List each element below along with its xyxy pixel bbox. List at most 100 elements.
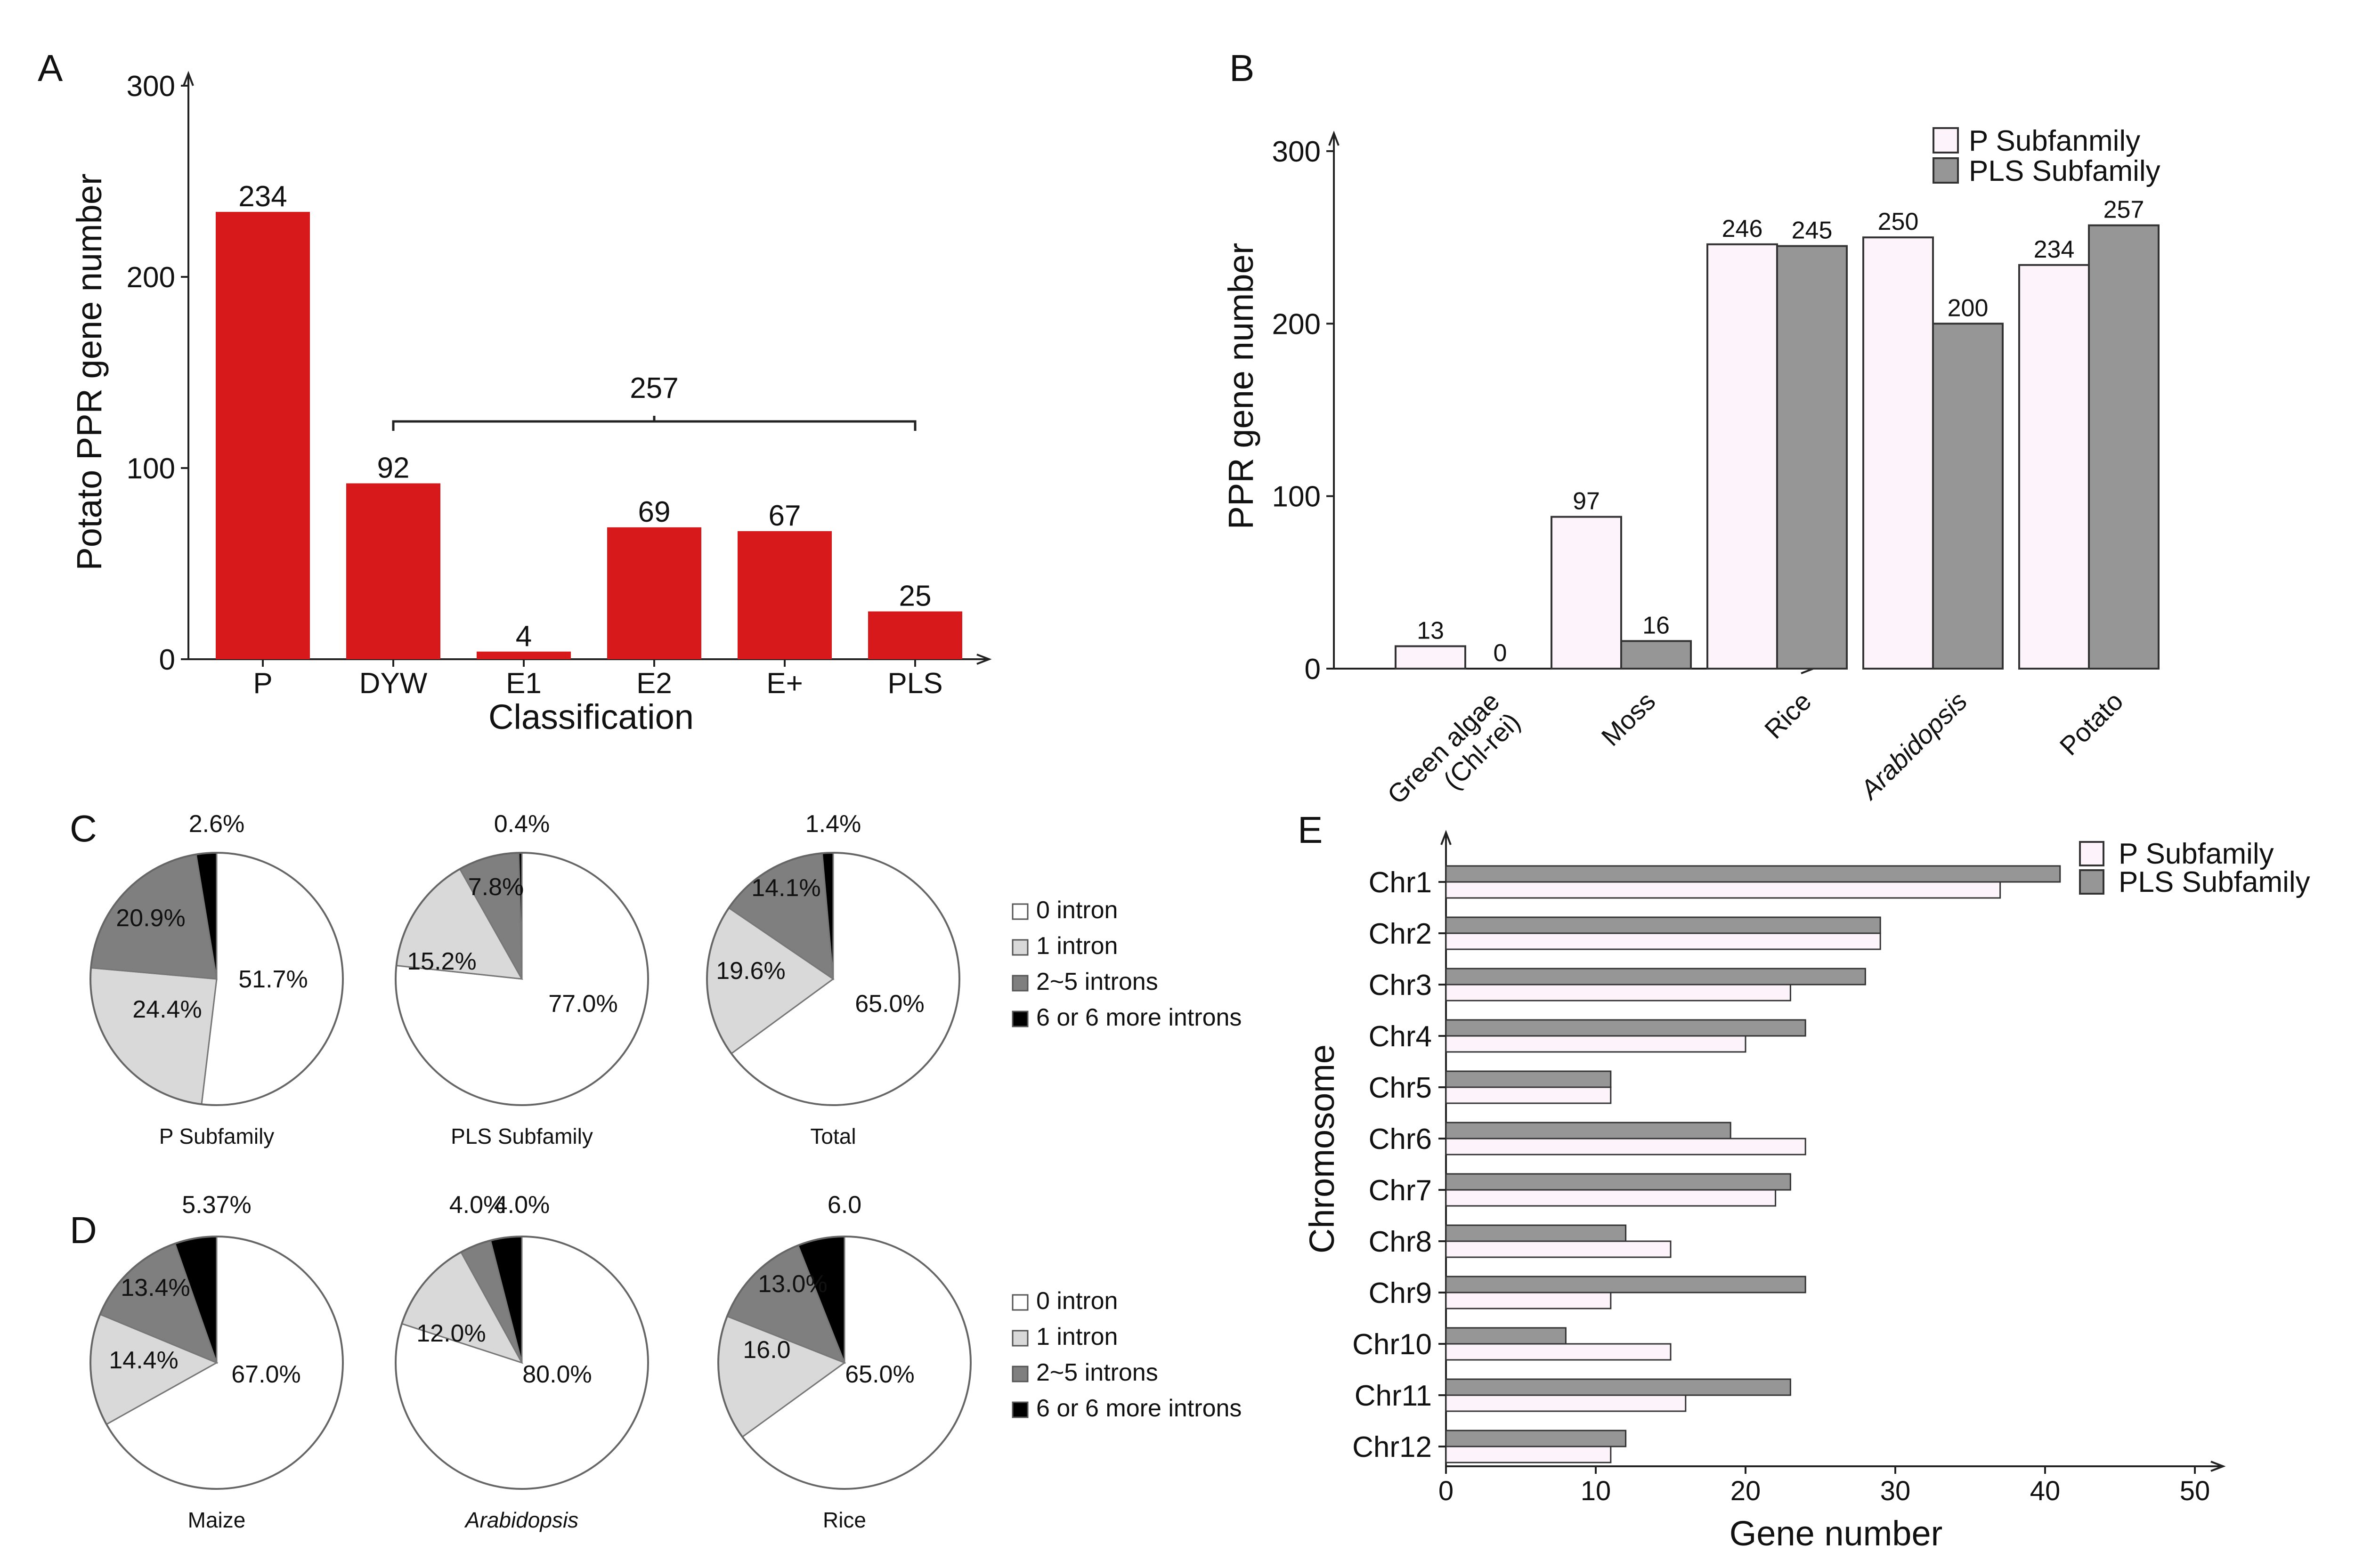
y-tick-label: 100 — [127, 453, 175, 485]
legend-label: 1 intron — [1036, 932, 1118, 960]
legend-label: P Subfanmily — [1969, 125, 2140, 157]
x-tick-label: 30 — [1880, 1476, 1911, 1506]
pie-slice-label: 14.1% — [751, 874, 820, 902]
bar — [216, 211, 310, 660]
panel-letter-a: A — [38, 47, 63, 89]
x-axis-title: Classification — [488, 697, 694, 736]
bar-p-subfamily — [1445, 984, 1791, 1002]
bar-p-subfamily — [1445, 1189, 1777, 1207]
panel-e-plot-area: 0 10 20 30 40 50 Chr1 Chr2 Chr3 Chr4 Chr5 Chr6 Chr7 C… — [1302, 830, 2310, 1553]
bar-pls-subfamily — [1932, 323, 2004, 670]
data-label: 246 — [1722, 215, 1763, 242]
bar-pls-subfamily — [1445, 968, 1866, 986]
y-tick-label: Chr12 — [1352, 1431, 1432, 1463]
pie-slice-label: 4.0% — [449, 1191, 505, 1219]
total-bracket — [392, 416, 917, 431]
x-axis-arrow — [2210, 1461, 2226, 1472]
pie-slice-label: 19.6% — [716, 957, 785, 985]
x-tick-label: P — [253, 667, 272, 700]
x-tick-label: 0 — [1438, 1476, 1454, 1506]
pie-slice-label: 1.4% — [805, 810, 861, 838]
data-label: 4 — [516, 620, 532, 653]
pie-title: Rice — [823, 1508, 866, 1532]
pie-outline — [706, 852, 960, 1106]
panel-d-pie-charts: D 67.0% 14.4% 13.4% 5.37% Maize 80.0% 12.0% 4.0… — [70, 1191, 1242, 1532]
pie-title: Total — [810, 1124, 856, 1148]
y-tick-label: Chr10 — [1352, 1328, 1432, 1361]
y-axis-arrow — [1440, 830, 1452, 845]
panel-a-bar-chart: A 0 100 200 300 P 234 DYW 92 E1 4 E2 69 E+ 67 PLS 25 Cla… — [38, 47, 992, 736]
bar-p-subfamily — [1445, 1240, 1672, 1258]
pie-slice-label: 65.0% — [845, 1361, 914, 1388]
legend-swatch — [1012, 1294, 1029, 1311]
pie-outline — [89, 852, 344, 1106]
bar-p-subfamily — [1445, 1343, 1672, 1361]
bar-pls-subfamily — [1445, 1378, 1791, 1396]
data-label: 25 — [899, 580, 932, 613]
y-tick-label: Chr1 — [1369, 866, 1432, 899]
y-axis-arrow — [1328, 130, 1340, 146]
bar-pls-subfamily — [1445, 865, 2061, 883]
bar-pls-subfamily — [1445, 1070, 1612, 1088]
y-tick-label: 300 — [1272, 136, 1321, 168]
pie-slice-label: 13.4% — [121, 1274, 190, 1301]
legend-label: P Subfamily — [2119, 838, 2274, 870]
pie-outline — [395, 852, 649, 1106]
panel-letter-e: E — [1298, 809, 1323, 851]
bar-pls-subfamily — [1776, 245, 1848, 670]
pie-slice-label: 65.0% — [855, 990, 924, 1018]
y-tick-label: 300 — [127, 70, 175, 103]
y-tick-label: Chr5 — [1369, 1072, 1432, 1104]
y-tick-label: Chr9 — [1369, 1277, 1432, 1309]
data-label: 13 — [1417, 617, 1444, 644]
pie-title: Arabidopsis — [464, 1508, 578, 1532]
pie-title: P Subfamily — [159, 1124, 275, 1148]
y-tick-label: Chr6 — [1369, 1123, 1432, 1156]
bar-pls-subfamily — [1445, 1173, 1791, 1191]
legend-swatch — [1012, 939, 1029, 956]
y-tick-label: 0 — [159, 644, 175, 676]
bar-pls-subfamily — [1445, 1327, 1567, 1345]
bar-p-subfamily — [1445, 1292, 1612, 1309]
legend-swatch — [2079, 869, 2104, 895]
bar-pls-subfamily — [1620, 640, 1692, 670]
pie-slice-label: 12.0% — [416, 1320, 486, 1347]
pie-slice-label: 7.8% — [468, 873, 524, 901]
bar-p-subfamily — [1445, 1035, 1746, 1053]
legend-swatch — [1012, 1010, 1029, 1027]
legend-swatch — [1012, 1401, 1029, 1418]
data-label: 0 — [1494, 639, 1507, 667]
bar-pls-subfamily — [1445, 1224, 1627, 1242]
pie-slice-label: 67.0% — [231, 1361, 300, 1388]
x-tick-label: E+ — [766, 667, 803, 700]
data-label: 234 — [238, 180, 287, 213]
pie-slice-label: 77.0% — [548, 990, 617, 1018]
pie-slice-label: 15.2% — [407, 948, 476, 975]
data-label: 257 — [2103, 196, 2144, 224]
bar-pls-subfamily — [2088, 224, 2160, 670]
legend-label: 6 or 6 more introns — [1036, 1395, 1242, 1422]
bar-p-subfamily — [2018, 264, 2090, 670]
data-label: 250 — [1878, 208, 1919, 235]
bar-p-subfamily — [1551, 516, 1622, 670]
legend-label: 6 or 6 more introns — [1036, 1004, 1242, 1031]
legend-swatch — [1933, 157, 1959, 184]
legend-swatch — [1012, 975, 1029, 992]
pie-slice-label: 80.0% — [522, 1361, 592, 1388]
bar-pls-subfamily — [1445, 1276, 1806, 1293]
x-tick-label: E1 — [506, 667, 542, 700]
pie-slice-label: 5.37% — [182, 1191, 251, 1219]
legend-swatch — [1012, 903, 1029, 920]
legend-label: 0 intron — [1036, 1287, 1118, 1315]
pie-outline — [395, 1236, 649, 1490]
pie-slice-label: 4.0% — [494, 1191, 550, 1219]
pie-title: Maize — [188, 1508, 246, 1532]
panel-a-plot-area: 0 100 200 300 P 234 DYW 92 E1 4 E2 69 E+ 67 PLS 25 Class… — [70, 70, 992, 736]
panel-c-plot-area: 51.7% 24.4% 20.9% 2.6% P Subfamily 77.0% 15.2%… — [89, 810, 1242, 1148]
x-axis-arrow — [976, 654, 992, 665]
legend-label: PLS Subfamily — [2119, 866, 2310, 898]
panel-e-horizontal-bar-chart: E 0 10 20 30 40 50 Chr1 Chr2 Chr3 Chr4 Chr5 Chr6 Chr… — [1298, 809, 2310, 1553]
data-label: 67 — [769, 500, 801, 532]
bar-p-subfamily — [1445, 932, 1881, 950]
bar-p-subfamily — [1395, 645, 1466, 670]
